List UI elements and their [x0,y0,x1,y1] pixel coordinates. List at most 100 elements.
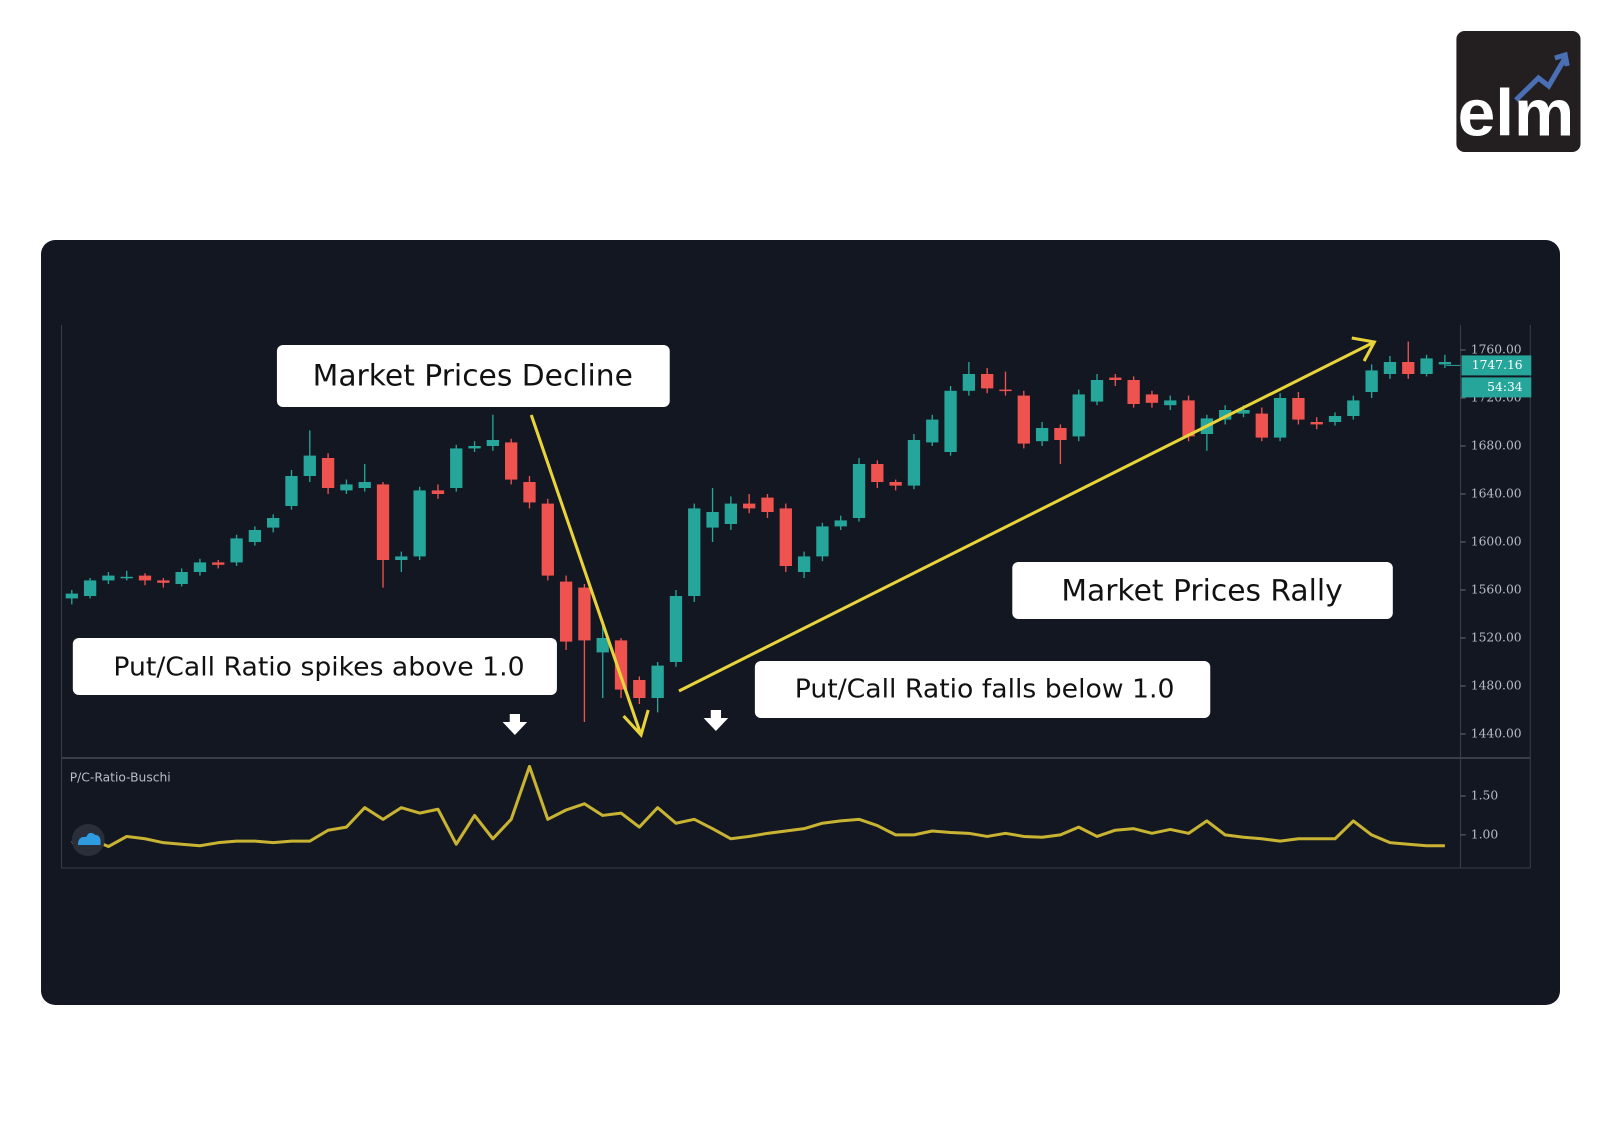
candle-body [395,556,408,560]
y-tick-label: 1440.00 [1471,727,1522,741]
down-arrow [703,710,729,731]
candle-body [1219,410,1232,420]
candle-body [944,390,957,452]
candle-body [431,490,445,494]
candle-body [596,638,609,653]
candle-body [267,518,280,528]
candle-body [1365,370,1378,392]
candle-body [1402,362,1415,374]
candle-body [1328,416,1342,422]
candle-body [1273,398,1287,438]
candle-body [175,572,188,584]
candle-body [1090,380,1104,402]
annotations: Market Prices Decline Put/Call Ratio spi… [72,336,1393,739]
y-tick-label: 1600.00 [1471,535,1522,549]
candle-body [797,556,811,572]
decline-arrow [529,414,650,739]
candle-body [541,503,554,576]
logo-arrow [1514,51,1570,102]
down-arrow [502,714,528,735]
candle-body [614,640,628,690]
candle-body [779,508,792,566]
candle-body [102,575,115,581]
countdown-label: 54:34 [1487,380,1523,394]
candle-body [1255,413,1268,438]
indicator-icon-cloud [77,832,101,845]
candle-body [321,458,335,488]
y-tick-label: 1640.00 [1471,487,1522,501]
candle-body [926,419,939,443]
candle-body [1017,395,1030,444]
candle-body [523,482,536,503]
candle-body [83,580,97,596]
candle-body [486,440,500,446]
candle-body [120,576,133,579]
candle-body [376,484,390,560]
candle-body [1310,422,1323,425]
callout-box [754,661,1211,718]
candle-body [633,680,646,698]
candle-body [505,442,518,480]
candle-body [669,596,683,662]
candle-body [761,497,774,512]
candle-body [157,580,170,583]
candle-body [1182,400,1195,437]
candle-body [559,581,573,642]
candle-body [450,448,463,488]
candle-body [413,490,426,557]
price-tag [1461,355,1532,376]
candle-body [852,464,866,518]
price-tag-label: 1747.16 [1472,358,1523,372]
candle-body [834,520,847,527]
candle-body [999,389,1012,392]
countdown-tag [1461,377,1532,398]
candle-body [1072,394,1085,437]
ratio-line [71,764,1445,849]
candle-body [688,508,701,596]
y-tick-label: 1480.00 [1471,679,1522,693]
callout-text: Market Prices Decline [313,359,633,393]
candle-body [1127,380,1140,404]
candle-body [248,530,262,542]
candle-body [212,562,225,565]
candle-body [1347,400,1360,416]
candle-body [651,665,664,698]
candle-body [1237,410,1250,414]
candle-body [743,503,756,509]
candle-body [962,374,976,391]
y-tick-label: 1560.00 [1471,583,1522,597]
logo: elm [1456,31,1581,152]
candle-body [303,455,316,476]
candle-body [907,440,921,486]
candle-body [889,482,902,486]
candle-body [65,593,78,599]
candle-body [1109,377,1122,380]
candle-body [816,526,829,557]
candle-body [871,464,884,482]
candle-body [230,538,243,563]
panel [41,240,1561,1005]
candle-body [1438,362,1452,365]
candle-body [340,484,353,491]
logo-box [1456,31,1581,152]
callout-text: Put/Call Ratio spikes above 1.0 [113,653,524,683]
candle-body [1035,428,1049,442]
callout-box [276,345,670,407]
indicator-title: P/C-Ratio-Buschi [70,771,171,785]
candle-body [285,476,298,506]
candle-body [578,587,591,641]
candle-body [138,575,152,581]
rally-arrow [678,336,1377,693]
candle-body [706,512,719,528]
y-tick-label: 1.00 [1471,827,1498,841]
candle-body [1054,428,1067,440]
callout-text: Put/Call Ratio falls below 1.0 [795,675,1175,705]
callout-box [1012,562,1393,619]
candle-body [981,374,994,389]
y-tick-label: 1760.00 [1471,343,1522,357]
candle-body [1292,398,1305,420]
candle-body [1164,400,1177,406]
y-tick-label: 1520.00 [1471,631,1522,645]
